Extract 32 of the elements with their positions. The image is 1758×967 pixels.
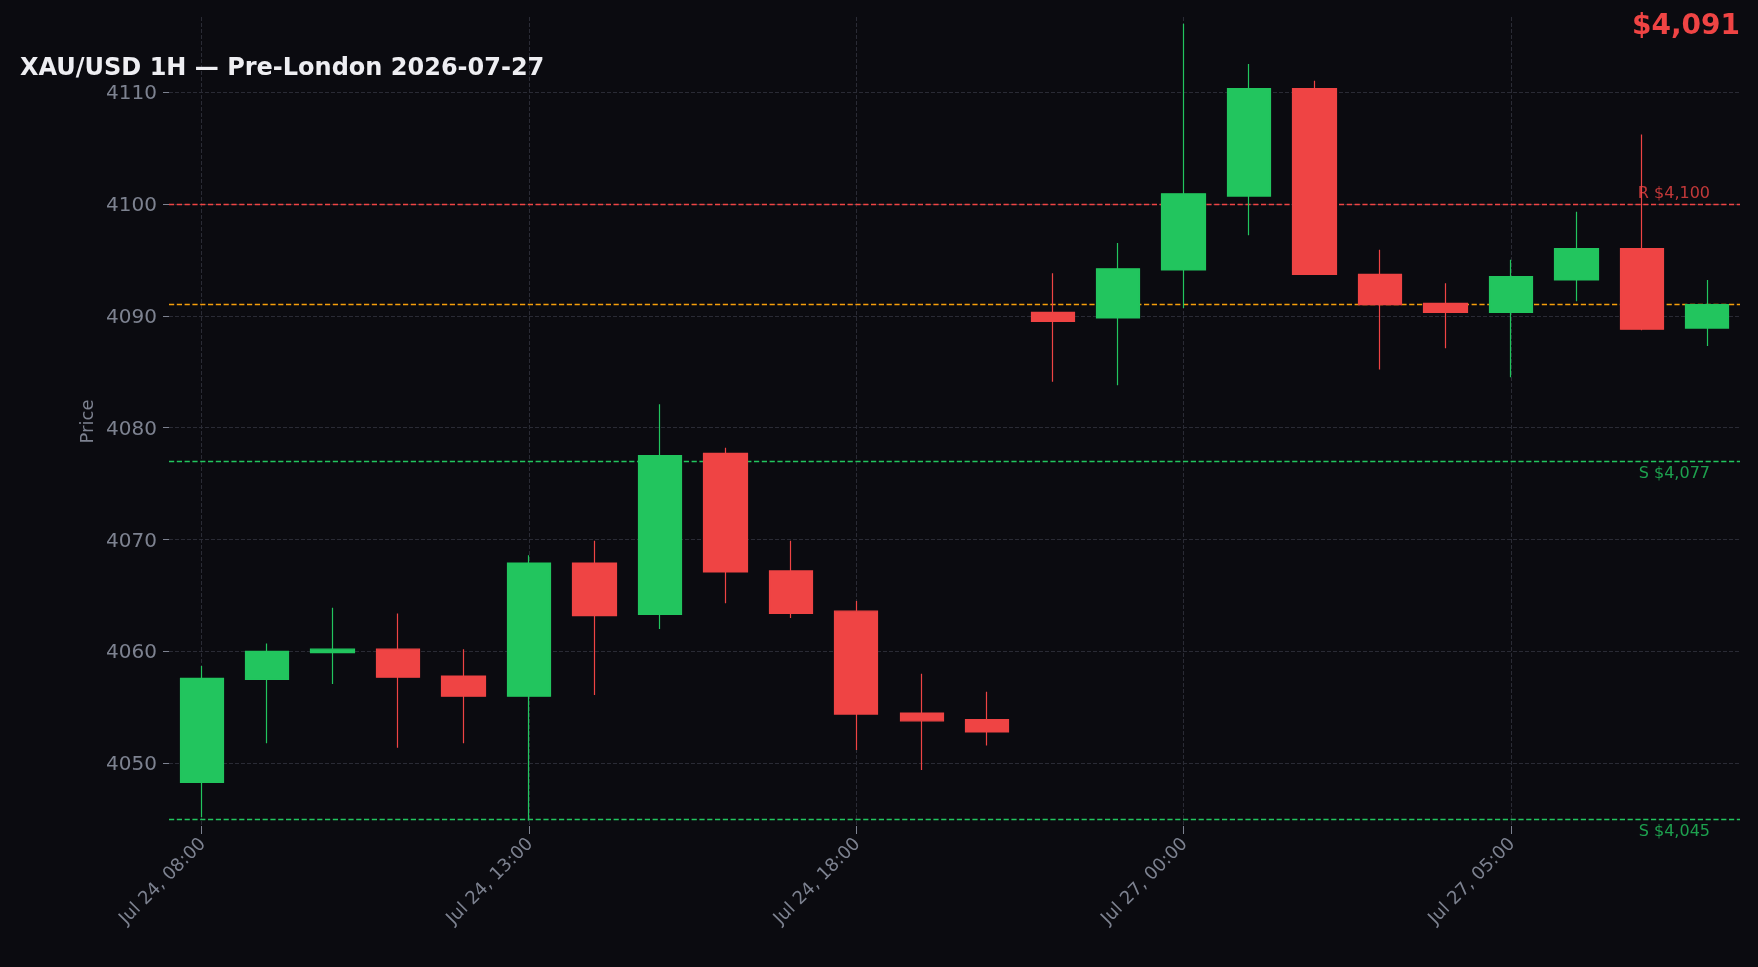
- annotation: $4,091: [1631, 7, 1741, 41]
- candlestick: [244, 643, 290, 744]
- candlestick: [1030, 272, 1076, 383]
- candlestick: [833, 600, 879, 751]
- y-tick-label: 4110: [106, 79, 157, 104]
- y-tick-label: 4060: [106, 639, 157, 664]
- candlestick: [1357, 249, 1403, 371]
- y-tick-label: 4100: [106, 191, 157, 216]
- candlestick: [440, 648, 487, 744]
- text: XAU/USD 1H — Pre-London 2026-07-27: [20, 53, 545, 81]
- candlestick: [1684, 279, 1730, 347]
- y-tick-label: 4080: [106, 415, 157, 440]
- candlestick: [899, 673, 945, 771]
- y-tick-label: 4090: [106, 303, 157, 328]
- candlestick: [1291, 80, 1338, 275]
- candlestick: [768, 540, 814, 619]
- candlestick: [571, 540, 618, 696]
- y-tick-label: 4070: [106, 527, 157, 552]
- candlestick: [309, 607, 356, 685]
- y-axis-title: Price: [75, 399, 97, 444]
- candlestick: [702, 447, 749, 604]
- candlestick: [1226, 63, 1272, 236]
- candlestick: [964, 691, 1010, 747]
- candlestick: [1553, 211, 1600, 302]
- candlestick: [1422, 282, 1469, 349]
- candlestick: [1488, 259, 1534, 378]
- y-tick-label: 4050: [106, 751, 157, 776]
- ref-line-label: S $4,045: [1638, 820, 1710, 840]
- ref-line-label: S $4,077: [1638, 462, 1710, 482]
- candlestick: [179, 665, 225, 818]
- candlestick: [1095, 242, 1141, 386]
- candlestick: [375, 612, 421, 749]
